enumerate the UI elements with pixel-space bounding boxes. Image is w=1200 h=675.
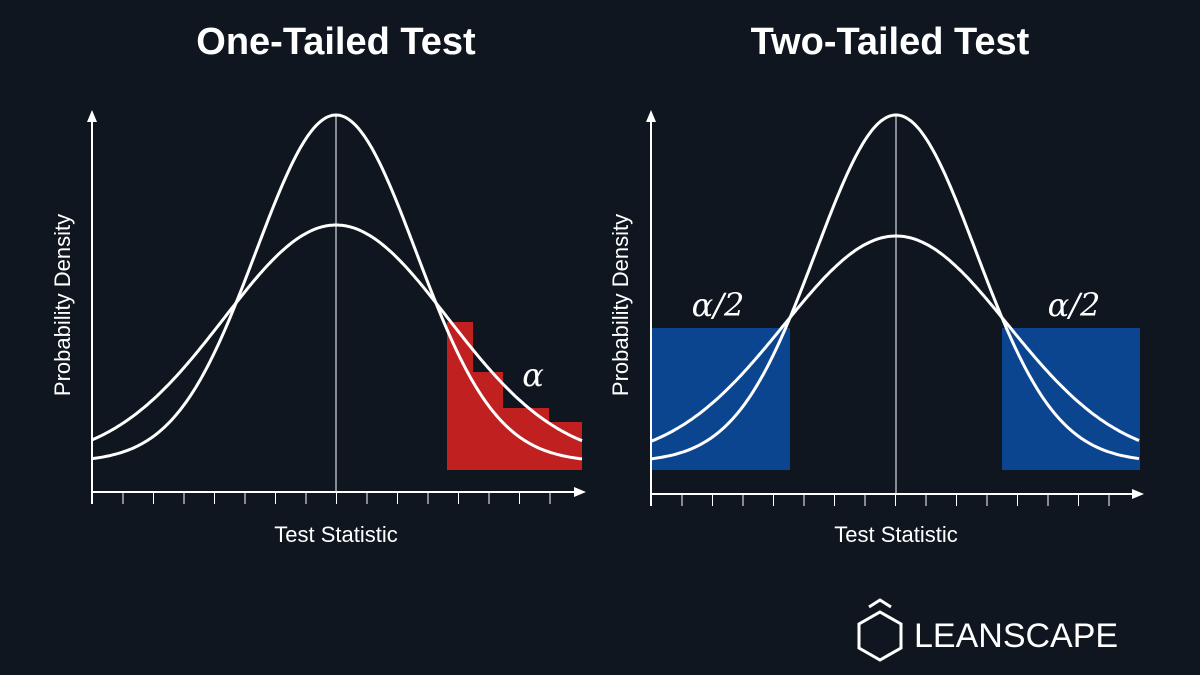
rejection-region xyxy=(651,328,790,470)
logo-text: LEANSCAPE xyxy=(914,617,1118,655)
density-curve xyxy=(650,234,1140,443)
panel-title: One-Tailed Test xyxy=(196,21,476,63)
two-tailed-panel: Two-Tailed Test α/2 α/2 Test Statistic P… xyxy=(608,21,1144,547)
alpha-label: α xyxy=(522,356,544,394)
alpha-half-label: α/2 xyxy=(692,286,745,324)
alpha-half-label: α/2 xyxy=(1048,286,1101,324)
logo-cap xyxy=(868,598,892,609)
rejection-region xyxy=(447,322,582,470)
x-arrow xyxy=(574,487,586,497)
x-arrow xyxy=(1132,489,1144,499)
panel-title: Two-Tailed Test xyxy=(751,21,1030,63)
density-curve xyxy=(91,223,583,443)
y-arrow xyxy=(87,110,97,122)
y-axis-label: Probability Density xyxy=(50,214,75,396)
y-axis-label: Probability Density xyxy=(608,214,633,396)
x-axis-label: Test Statistic xyxy=(274,522,397,547)
density-curve xyxy=(650,113,1140,461)
density-curve xyxy=(91,113,583,461)
x-axis-label: Test Statistic xyxy=(834,522,957,547)
one-tailed-panel: One-Tailed Test α Test Statistic Probabi… xyxy=(50,21,586,547)
rejection-region xyxy=(1002,328,1140,470)
y-arrow xyxy=(646,110,656,122)
logo-hexagon xyxy=(857,610,903,662)
logo: LEANSCAPE xyxy=(857,598,1118,662)
